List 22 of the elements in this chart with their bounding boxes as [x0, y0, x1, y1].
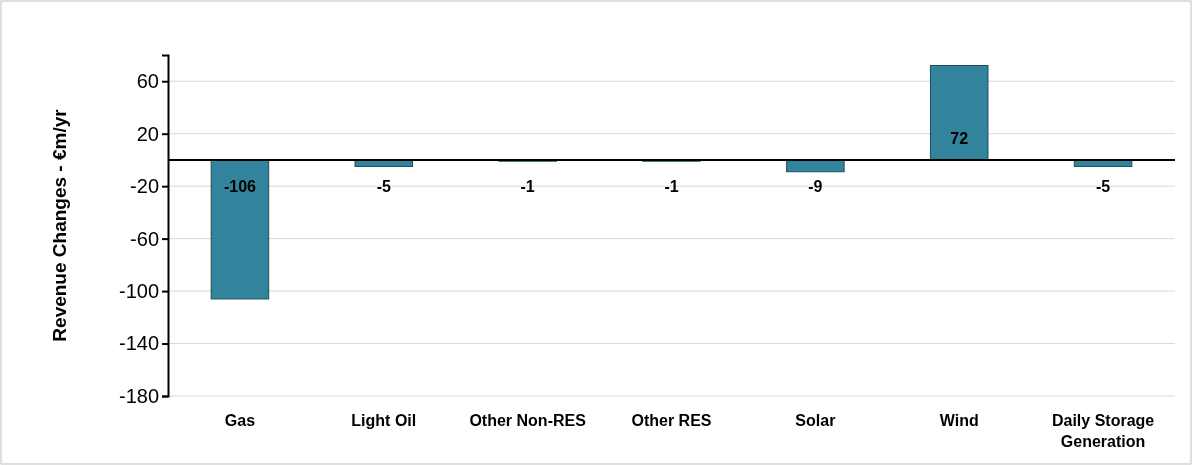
- data-label: -106: [223, 177, 257, 195]
- x-tick-label: Gas: [224, 412, 256, 429]
- x-tick-label: Light Oil: [351, 412, 417, 429]
- data-label: -1: [520, 177, 535, 195]
- y-axis-title: Revenue Changes - €m/yr: [49, 108, 70, 342]
- y-tick-label: -140: [118, 332, 159, 355]
- data-label: -5: [376, 177, 391, 195]
- data-label: -9: [808, 177, 823, 195]
- x-tick-label: Wind: [939, 412, 979, 429]
- y-tick-label: -100: [118, 279, 159, 302]
- x-tick-label: Daily Storage Generation: [1051, 412, 1155, 450]
- x-tick-label: Other RES: [631, 412, 712, 429]
- data-label: -1: [664, 177, 679, 195]
- x-tick-label: Solar: [795, 412, 836, 429]
- data-label: 72: [950, 129, 969, 147]
- y-tick-label: -180: [118, 384, 159, 407]
- y-tick-label: -60: [130, 227, 159, 250]
- y-tick-label: 60: [136, 70, 159, 93]
- y-tick-label: -20: [130, 175, 159, 198]
- y-tick-label: 20: [136, 122, 159, 145]
- data-label: -5: [1095, 177, 1111, 195]
- x-tick-label: Other Non-RES: [469, 412, 587, 429]
